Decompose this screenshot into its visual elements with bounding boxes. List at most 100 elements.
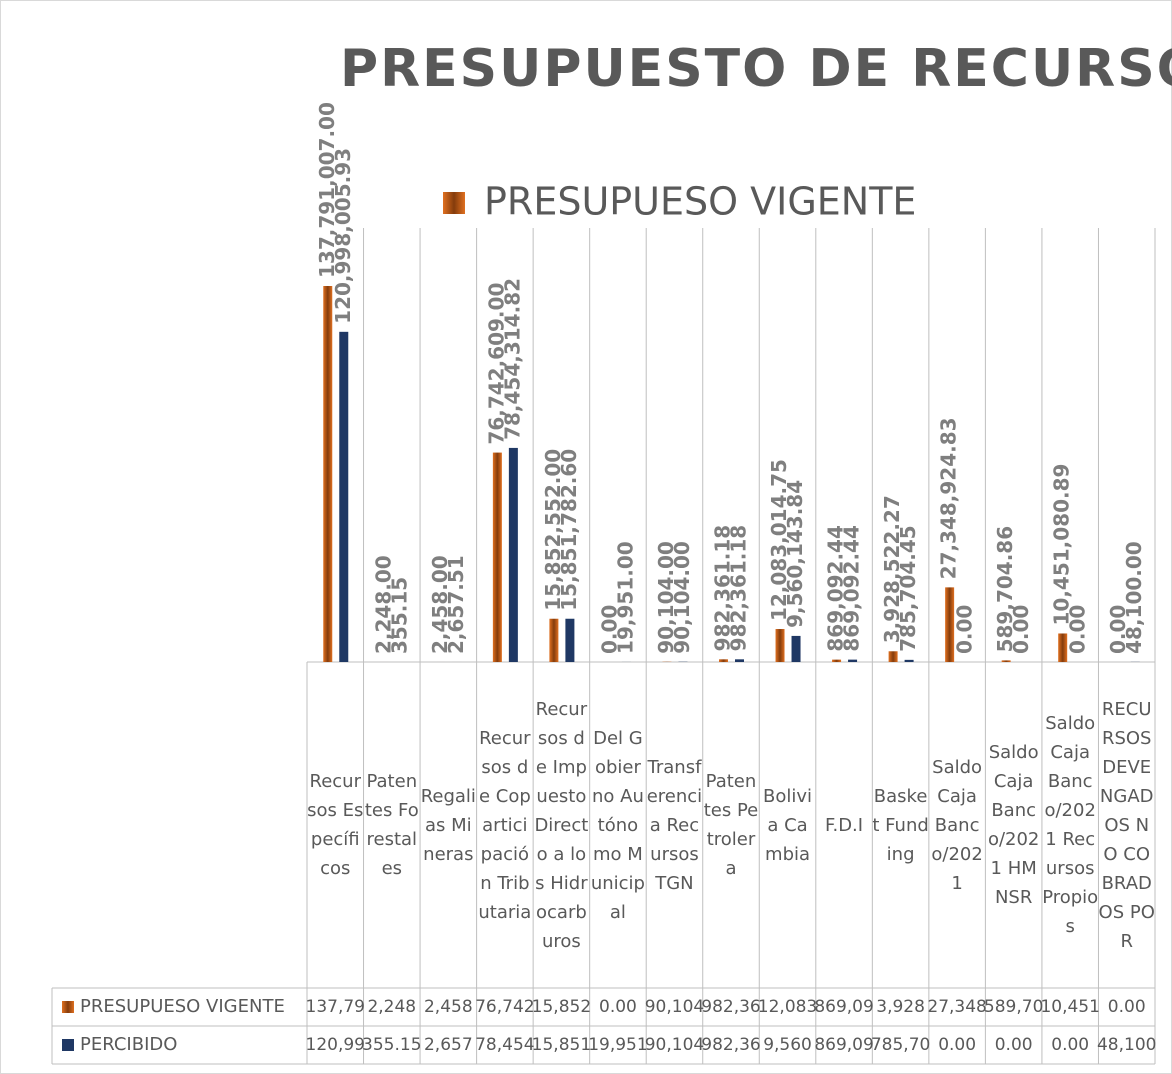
data-label: 0.00: [597, 605, 621, 654]
bar: [904, 659, 914, 662]
category-cell: Recursos de Coparticipación Tributaria: [478, 727, 532, 923]
data-label: 90,104.00: [670, 541, 694, 654]
category-cell: Bolivia Cambia: [763, 785, 813, 865]
bar: [1058, 633, 1068, 662]
x-tick-label: Patentes Petrolera: [703, 771, 759, 879]
category-cell: Patentes Forestales: [364, 771, 419, 879]
data-label: 3,928,522.27: [880, 495, 904, 643]
x-tick-label: Recursos de Coparticipación Tributaria: [478, 727, 532, 923]
category-cell: Patentes Petrolera: [703, 771, 759, 879]
legend-swatch: [443, 192, 465, 214]
category-cell: Regalias Mineras: [420, 785, 476, 865]
data-label: 78,454,314.82: [500, 278, 524, 440]
data-label: 2,248.00: [371, 555, 395, 654]
table-row-label: PERCIBIDO: [80, 1034, 177, 1055]
table-cell: 0.00: [995, 1035, 1033, 1055]
table-cell: 90,104: [645, 997, 704, 1017]
table-cell: 9,560: [763, 1035, 812, 1055]
x-tick-label: Saldo Caja Banco/2021 HMNSR: [987, 742, 1040, 908]
bar: [735, 659, 744, 662]
table-cell: 2,458: [424, 997, 473, 1017]
category-cell: Recursos de Impuesto Directo a los Hidro…: [534, 698, 589, 952]
category-cell: RECURSOS DEVENGADOS NO COBRADOS POR: [1098, 698, 1155, 952]
x-tick-label: RECURSOS DEVENGADOS NO COBRADOS POR: [1098, 698, 1155, 952]
data-label: 15,851,782.60: [557, 449, 581, 611]
bar: [888, 651, 898, 662]
category-cell: Del Gobierno Autónomo Municipal: [590, 727, 645, 923]
data-label: 2,458.00: [428, 555, 452, 654]
table-cell: 589,70: [984, 997, 1043, 1017]
data-label: 15,852,552.00: [541, 449, 565, 611]
data-label: 355.15: [387, 577, 411, 654]
table-cell: 15,851: [532, 1035, 591, 1055]
x-tick-label: Basket Funding: [872, 785, 929, 865]
x-tick-label: Transferencia Recursos TGN: [646, 756, 703, 894]
x-tick-label: Regalias Mineras: [420, 785, 476, 865]
data-label: 0.00: [1066, 605, 1090, 654]
table-cell: 27,348: [927, 997, 986, 1017]
data-label: 19,951.00: [613, 541, 637, 654]
bar: [323, 286, 333, 662]
data-label: 12,083,014.75: [767, 459, 791, 621]
bar: [775, 629, 785, 662]
data-label: 137,791,007.00: [315, 102, 339, 278]
bar: [945, 587, 955, 662]
category-cell: Saldo Caja Banco/2021: [931, 757, 982, 894]
table-cell: 2,657: [424, 1035, 473, 1055]
data-label: 0.00: [953, 605, 977, 654]
table-cell: 10,451: [1040, 997, 1099, 1017]
bar: [1001, 660, 1011, 662]
table-cell: 869,09: [814, 997, 873, 1017]
table-cell: 15,852: [532, 997, 591, 1017]
table-cell: 120,99: [306, 1035, 365, 1055]
data-label: 589,704.86: [993, 526, 1017, 653]
data-label: 48,100.00: [1122, 541, 1146, 654]
bar: [719, 659, 728, 662]
data-label: 982,361.18: [711, 525, 735, 652]
table-cell: 2,248: [367, 997, 416, 1017]
x-tick-label: Del Gobierno Autónomo Municipal: [590, 727, 645, 923]
category-cell: Saldo Caja Banco/2021 Recursos Propios: [1042, 713, 1099, 937]
data-label: 0.00: [1106, 605, 1130, 654]
table-cell: 78,454: [475, 1035, 534, 1055]
bar: [508, 447, 518, 662]
bar: [565, 618, 575, 662]
table-cell: 19,951: [588, 1035, 647, 1055]
x-tick-label: F.D.I: [825, 814, 864, 836]
x-tick-label: Saldo Caja Banco/2021 Recursos Propios: [1042, 713, 1099, 937]
table-cell: 982,36: [701, 1035, 760, 1055]
data-label: 785,704.45: [896, 525, 920, 652]
table-row-label: PRESUPUESO VIGENTE: [80, 996, 285, 1017]
data-label: 90,104.00: [654, 541, 678, 654]
x-tick-label: Bolivia Cambia: [763, 785, 813, 865]
data-label: 76,742,609.00: [484, 283, 508, 445]
category-cell: Recursos Específicos: [307, 771, 364, 879]
table-cell: 355.15: [362, 1035, 421, 1055]
data-label: 9,560,143.84: [783, 480, 807, 628]
table-cell: 12,083: [758, 997, 817, 1017]
chart-title: PRESUPUESTO DE RECURSOS: [340, 39, 1172, 99]
category-cell: Basket Funding: [872, 785, 929, 865]
table-cell: 982,36: [701, 997, 760, 1017]
bar: [848, 659, 858, 662]
table-cell: 48,100: [1097, 1035, 1156, 1055]
table-cell: 0.00: [1108, 997, 1146, 1017]
x-tick-label: Recursos de Impuesto Directo a los Hidro…: [534, 698, 589, 952]
bar: [339, 331, 349, 662]
category-cell: F.D.I: [825, 814, 864, 836]
table-cell: 785,70: [871, 1035, 930, 1055]
table-cell: 869,09: [814, 1035, 873, 1055]
data-label: 982,361.18: [727, 525, 751, 652]
bar: [791, 635, 801, 662]
table-cell: 76,742: [475, 997, 534, 1017]
data-label: 120,998,005.93: [331, 148, 355, 324]
category-cell: Transferencia Recursos TGN: [646, 756, 703, 894]
x-tick-label: Recursos Específicos: [307, 771, 364, 879]
table-cell: 90,104: [645, 1035, 704, 1055]
data-label: 869,092.44: [824, 525, 848, 652]
table-cell: 3,928: [876, 997, 925, 1017]
x-tick-label: Patentes Forestales: [364, 771, 419, 879]
